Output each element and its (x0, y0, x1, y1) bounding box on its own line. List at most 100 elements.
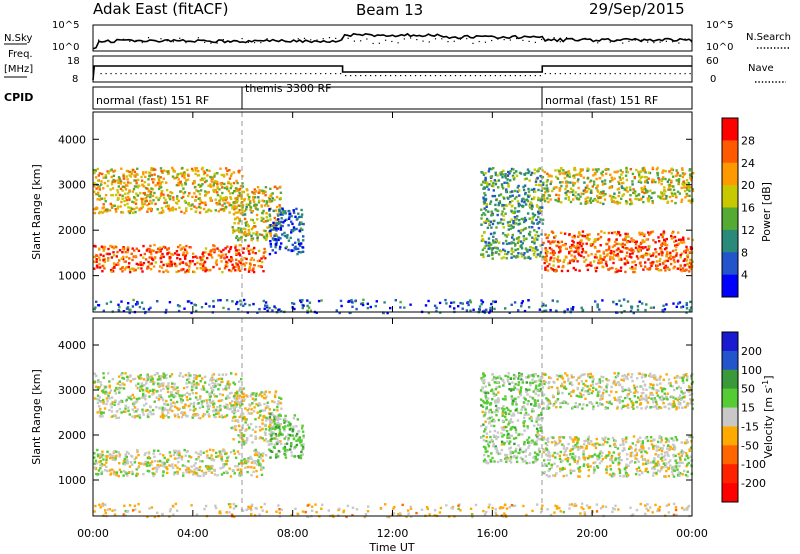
echo-cell (146, 413, 150, 416)
echo-cell (206, 410, 209, 413)
echo-cell (626, 232, 629, 236)
echo-cell (238, 219, 241, 223)
echo-cell (608, 194, 612, 198)
nave-dot (240, 73, 242, 75)
echo-cell (433, 304, 437, 307)
echo-cell (620, 250, 623, 253)
echo-cell (152, 199, 155, 202)
echo-cell (241, 403, 244, 406)
echo-cell (519, 240, 523, 243)
echo-cell (268, 208, 271, 211)
echo-cell (252, 410, 256, 413)
echo-cell (131, 211, 135, 215)
echo-cell (624, 232, 627, 236)
echo-cell (668, 195, 672, 199)
echo-cell (692, 171, 695, 175)
echo-cell (644, 265, 647, 268)
echo-cell (106, 454, 109, 458)
echo-cell (553, 236, 556, 239)
echo-cell (299, 299, 302, 302)
echo-cell (659, 196, 662, 199)
echo-cell (502, 187, 505, 190)
echo-cell (563, 258, 566, 261)
echo-cell (246, 437, 249, 440)
echo-cell (539, 206, 542, 209)
echo-cell (179, 372, 182, 375)
echo-cell (571, 181, 575, 185)
nave-dot (429, 75, 432, 77)
cpid-label: CPID (4, 91, 33, 104)
echo-cell (97, 304, 100, 307)
echo-cell (225, 462, 228, 466)
echo-cell (665, 246, 668, 250)
echo-cell (483, 245, 487, 248)
echo-cell (208, 305, 211, 308)
echo-cell (209, 254, 213, 257)
echo-cell (203, 381, 207, 384)
echo-cell (279, 440, 282, 443)
echo-cell (667, 185, 671, 188)
echo-cell (293, 307, 296, 311)
echo-cell (676, 190, 680, 193)
echo-cell (145, 379, 148, 382)
echo-cell (183, 464, 187, 468)
echo-cell (212, 385, 215, 388)
echo-cell (95, 462, 98, 465)
echo-cell (165, 262, 168, 266)
echo-cell (215, 455, 218, 458)
echo-cell (170, 253, 173, 256)
echo-cell (250, 466, 253, 469)
echo-cell (544, 304, 547, 307)
echo-cell (486, 450, 489, 453)
echo-cell (664, 243, 667, 246)
echo-cell (667, 188, 670, 191)
echo-cell (221, 191, 224, 195)
echo-cell (95, 254, 98, 257)
echo-cell (656, 174, 659, 177)
echo-cell (110, 396, 114, 399)
echo-cell (153, 243, 156, 247)
echo-cell (241, 190, 244, 193)
echo-cell (295, 207, 298, 211)
echo-cell (550, 248, 553, 251)
echo-cell (149, 411, 152, 414)
echo-cell (132, 298, 135, 302)
echo-cell (580, 174, 583, 177)
echo-cell (98, 259, 102, 262)
echo-cell (492, 239, 495, 242)
echo-cell (523, 227, 526, 231)
nave-dot (614, 73, 616, 75)
echo-cell (299, 456, 303, 460)
echo-cell (642, 195, 645, 198)
echo-cell (173, 457, 177, 460)
echo-cell (505, 460, 508, 464)
echo-cell (494, 173, 498, 177)
echo-cell (634, 263, 637, 267)
echo-cell (558, 259, 562, 262)
echo-cell (184, 454, 187, 457)
echo-cell (236, 400, 240, 403)
echo-cell (531, 212, 535, 215)
echo-cell (684, 251, 688, 254)
echo-cell (683, 250, 686, 253)
echo-cell (248, 262, 252, 265)
nave-dot (489, 75, 492, 77)
echo-cell (571, 308, 574, 311)
echo-cell (512, 388, 515, 391)
noise-search-dot (122, 38, 125, 40)
echo-cell (118, 193, 122, 197)
echo-cell (546, 251, 549, 254)
echo-cell (533, 238, 536, 241)
echo-cell (638, 249, 641, 252)
echo-cell (187, 467, 190, 471)
nave-dot (275, 73, 277, 75)
echo-cell (545, 189, 548, 193)
echo-cell (284, 425, 287, 428)
echo-cell (581, 309, 584, 312)
echo-cell (656, 171, 659, 175)
echo-cell (263, 391, 266, 394)
echo-cell (574, 246, 578, 250)
echo-cell (685, 302, 688, 305)
noise-search-dot (559, 41, 561, 43)
echo-cell (162, 382, 165, 385)
